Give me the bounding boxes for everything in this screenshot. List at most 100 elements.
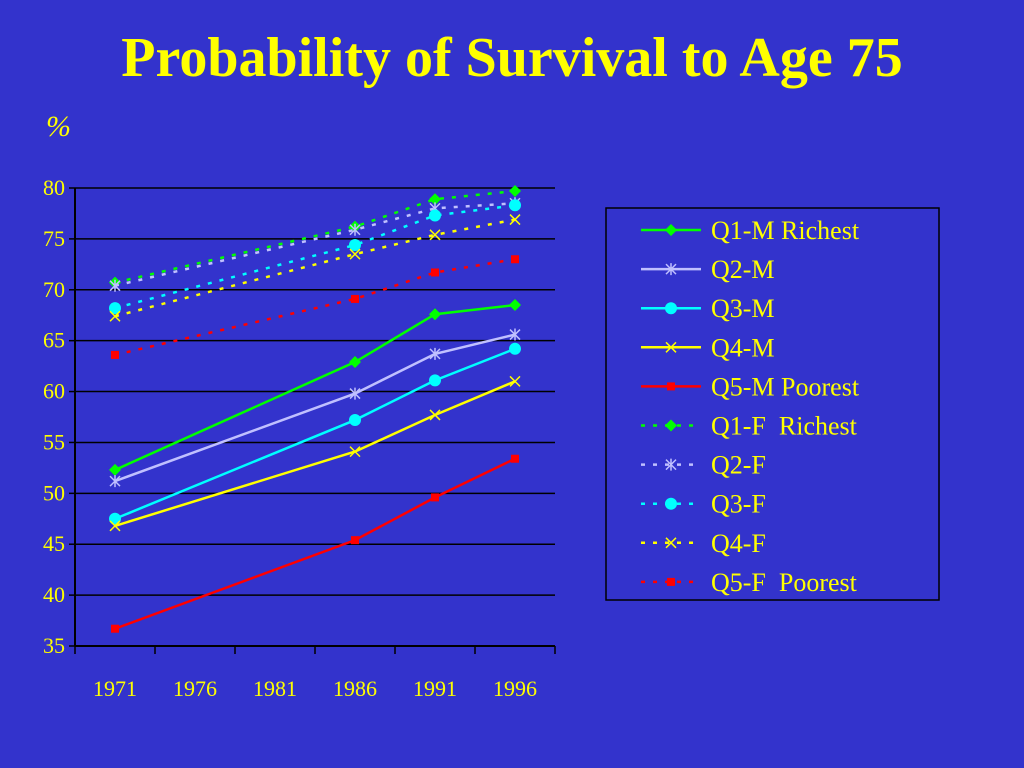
legend-marker-1-shape: [665, 263, 677, 276]
data-point-6: [349, 223, 361, 236]
data-point-0: [509, 299, 521, 312]
data-point-3: [349, 446, 361, 458]
data-point-6-shape: [349, 223, 361, 236]
legend-label: Q5-F Poorest: [711, 568, 858, 597]
legend-marker-6: [665, 458, 677, 471]
data-point-8-shape: [349, 248, 361, 260]
data-point-7: [509, 199, 521, 212]
data-point-0: [429, 308, 441, 321]
data-point-1: [349, 387, 361, 400]
series-line-5: [114, 189, 516, 284]
data-point-9-shape: [111, 350, 119, 359]
data-point-3: [109, 520, 121, 532]
legend-label: Q4-F: [711, 529, 766, 558]
data-point-8: [509, 214, 521, 226]
series-line-1: [114, 333, 516, 483]
data-point-2-shape: [109, 512, 121, 525]
data-point-9: [111, 350, 119, 359]
legend-marker-3-shape: [665, 341, 677, 353]
data-point-8: [349, 248, 361, 260]
data-point-6-shape: [109, 279, 121, 292]
series-line-0: [114, 303, 516, 472]
data-point-0: [109, 463, 121, 476]
data-point-0-shape: [349, 356, 361, 369]
data-point-1: [429, 347, 441, 360]
series-line-7: [114, 204, 516, 310]
data-point-2-shape: [429, 374, 441, 387]
legend-label: Q2-M: [711, 255, 775, 284]
data-point-7-shape: [509, 199, 521, 212]
data-point-9: [511, 255, 519, 264]
data-point-5-shape: [509, 185, 521, 198]
data-point-4-shape: [351, 536, 359, 545]
x-tick-label: 1986: [333, 676, 377, 701]
data-point-9-shape: [351, 294, 359, 303]
legend-marker-1: [665, 263, 677, 276]
data-point-3: [509, 375, 521, 387]
y-axis-unit-label: %: [46, 110, 71, 143]
legend-box: [605, 207, 940, 601]
x-tick-label: 1971: [93, 676, 137, 701]
data-point-5-shape: [429, 193, 441, 206]
data-point-3-shape: [509, 375, 521, 387]
data-point-7: [429, 209, 441, 222]
data-point-2: [509, 342, 521, 355]
data-point-8-shape: [429, 229, 441, 241]
data-point-1-shape: [509, 328, 521, 341]
y-tick-label: 45: [43, 531, 65, 556]
legend-marker-9: [667, 577, 675, 586]
data-point-2: [109, 512, 121, 525]
data-point-4-shape: [111, 624, 119, 633]
legend-marker-2: [665, 302, 677, 315]
series-line-8: [114, 218, 516, 318]
data-point-9-shape: [431, 268, 439, 277]
x-tick-label: 1991: [413, 676, 457, 701]
data-point-1: [109, 475, 121, 488]
legend-marker-2-shape: [665, 302, 677, 315]
data-point-1-shape: [429, 347, 441, 360]
y-tick-label: 55: [43, 429, 65, 454]
x-tick-label: 1996: [493, 676, 537, 701]
data-point-8: [109, 310, 121, 322]
data-point-4-shape: [431, 493, 439, 502]
data-point-2: [349, 414, 361, 427]
data-point-0-shape: [509, 299, 521, 312]
legend-marker-7-shape: [665, 497, 677, 510]
data-point-4: [511, 454, 519, 463]
data-point-6: [109, 279, 121, 292]
data-point-0-shape: [109, 463, 121, 476]
x-tick-label: 1976: [173, 676, 217, 701]
data-point-4: [351, 536, 359, 545]
legend-marker-5: [665, 419, 677, 432]
data-point-1-shape: [349, 387, 361, 400]
chart-title: Probability of Survival to Age 75: [121, 27, 903, 89]
legend-marker-4-shape: [667, 382, 675, 391]
data-point-5: [429, 193, 441, 206]
legend-label: Q3-F: [711, 490, 766, 519]
data-point-7-shape: [429, 209, 441, 222]
data-point-0: [349, 356, 361, 369]
data-point-8-shape: [509, 214, 521, 226]
data-point-5: [509, 185, 521, 198]
legend-marker-0: [665, 224, 677, 236]
series-line-6: [114, 202, 516, 287]
x-tick-label: 1981: [253, 676, 297, 701]
legend-label: Q4-M: [711, 333, 775, 362]
legend-marker-0-shape: [665, 224, 677, 236]
y-tick-label: 75: [43, 226, 65, 251]
legend-label: Q1-M Richest: [711, 216, 860, 245]
data-point-3-shape: [349, 446, 361, 458]
data-point-0-shape: [429, 308, 441, 321]
data-point-1: [509, 328, 521, 341]
legend-label: Q1-F Richest: [711, 412, 858, 441]
legend-marker-8-shape: [665, 537, 677, 549]
data-point-2: [429, 374, 441, 387]
y-tick-label: 70: [43, 277, 65, 302]
data-point-2-shape: [509, 342, 521, 355]
y-tick-label: 40: [43, 582, 65, 607]
data-point-4: [431, 493, 439, 502]
series-line-3: [114, 380, 516, 528]
data-point-4-shape: [511, 454, 519, 463]
series-line-2: [114, 347, 516, 520]
